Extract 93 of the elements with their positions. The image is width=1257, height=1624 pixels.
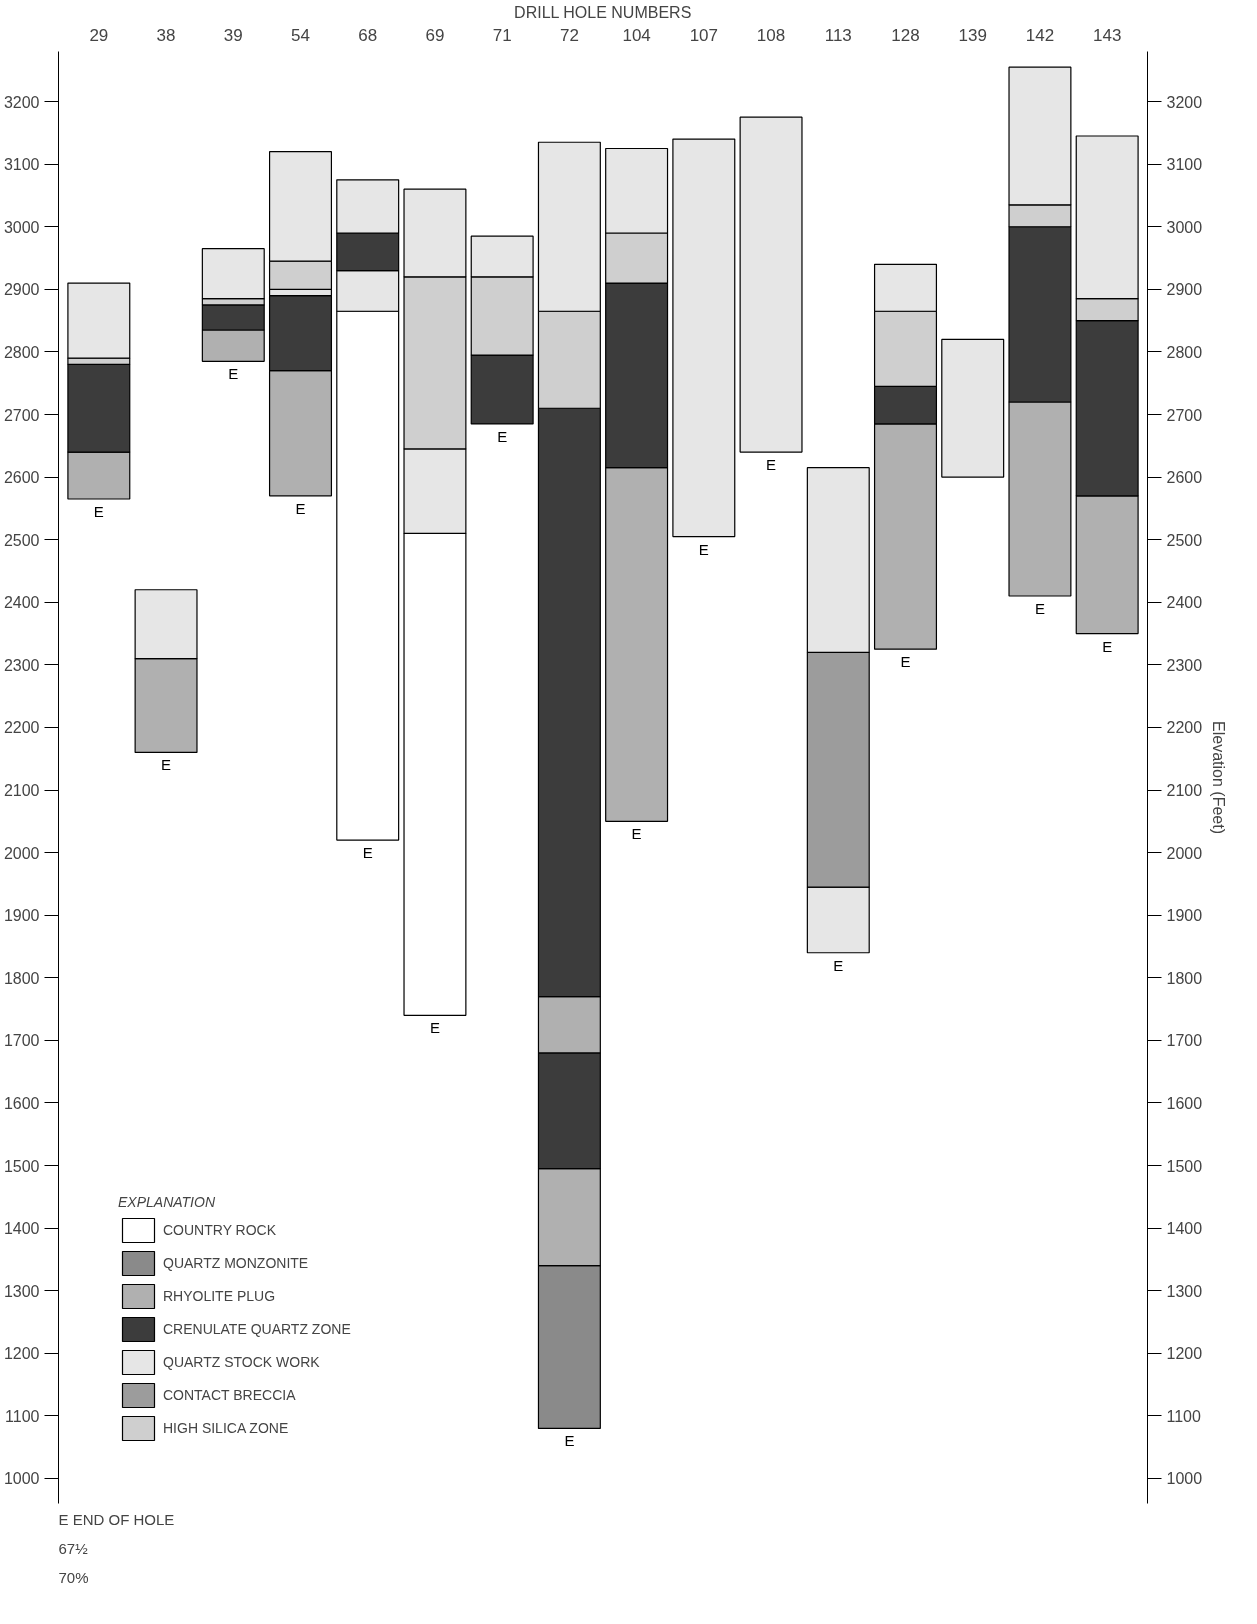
y2-tick-label: 1800 xyxy=(1166,969,1203,987)
annotation: E xyxy=(93,502,104,520)
x-tick-label: 107 xyxy=(689,25,719,45)
y-tick-label: 2500 xyxy=(3,531,40,549)
x-tick-label: 104 xyxy=(622,25,651,45)
x-tick-label: 38 xyxy=(156,25,176,45)
annotation: E xyxy=(766,456,777,474)
x-tick-label: 72 xyxy=(559,25,579,45)
y2-tick-label: 2000 xyxy=(1166,844,1203,862)
y-tick-label: 2400 xyxy=(3,594,40,612)
y2-tick-label: 2700 xyxy=(1166,406,1203,424)
x-tick-label: 108 xyxy=(756,25,786,45)
y-tick-label: 2800 xyxy=(3,343,40,361)
y2-tick-label: 1900 xyxy=(1166,907,1203,925)
y2-tick-label: 1300 xyxy=(1166,1282,1203,1300)
y2-tick-label: 2100 xyxy=(1166,782,1203,800)
x-tick-label: 29 xyxy=(89,25,109,45)
y-tick-label: 2700 xyxy=(3,406,40,424)
annotation: E xyxy=(429,1019,440,1037)
x-tick-label: 69 xyxy=(425,25,445,45)
y-tick-label: 3100 xyxy=(3,156,40,174)
y-tick-label: 2300 xyxy=(3,656,40,674)
bar xyxy=(739,116,803,453)
x-tick-label: 128 xyxy=(891,25,920,45)
y-tick-label: 1000 xyxy=(3,1470,40,1488)
annotation: E xyxy=(631,825,642,843)
annotation: E xyxy=(161,756,172,774)
x-tick-label: 139 xyxy=(958,25,987,45)
y2-tick-label: 1600 xyxy=(1166,1094,1203,1112)
legend-label: HIGH SILICA ZONE xyxy=(163,1420,289,1436)
y2-tick-label: 2900 xyxy=(1166,281,1203,299)
y2-tick-label: 3200 xyxy=(1166,93,1203,111)
y2-tick-label: 1500 xyxy=(1166,1157,1203,1175)
y-tick-label: 3000 xyxy=(3,218,40,236)
annotation: E xyxy=(1102,637,1113,655)
legend-label: COUNTRY ROCK xyxy=(163,1222,277,1238)
y-tick-label: 3200 xyxy=(3,93,40,111)
y2-tick-label: 1700 xyxy=(1166,1032,1203,1050)
y-tick-label: 1600 xyxy=(3,1094,40,1112)
y-tick-label: 2600 xyxy=(3,469,40,487)
x-tick-label: 143 xyxy=(1092,25,1122,45)
y2-tick-label: 1200 xyxy=(1166,1345,1203,1363)
text: E END OF HOLE xyxy=(58,1510,175,1528)
annotation: E xyxy=(900,653,911,671)
y-tick-label: 2200 xyxy=(3,719,40,737)
y-tick-label: 2900 xyxy=(3,281,40,299)
y-tick-label: 1500 xyxy=(3,1157,40,1175)
annotation: E xyxy=(1034,600,1045,617)
annotation: E xyxy=(497,427,508,445)
y2-tick-label: 1100 xyxy=(1166,1407,1202,1425)
y2-tick-label: 2300 xyxy=(1166,656,1203,674)
y2-tick-label: 3100 xyxy=(1166,156,1203,174)
x-tick-label: 113 xyxy=(824,25,852,45)
y-tick-label: 1400 xyxy=(3,1220,40,1238)
annotation: E xyxy=(228,365,239,383)
legend-label: CONTACT BRECCIA xyxy=(163,1387,296,1403)
y-tick-label: 1100 xyxy=(5,1407,40,1425)
y2-tick-label: 1000 xyxy=(1166,1470,1203,1488)
legend-label: QUARTZ STOCK WORK xyxy=(163,1354,320,1370)
x-tick-label: 54 xyxy=(291,25,310,45)
legend-label: QUARTZ MONZONITE xyxy=(163,1255,309,1271)
annotation: E xyxy=(698,540,709,558)
text: 70% xyxy=(58,1568,89,1586)
y2-axis-title: Elevation (Feet) xyxy=(1210,721,1228,834)
y-tick-label: 1700 xyxy=(3,1032,40,1050)
legend-label: CRENULATE QUARTZ ZONE xyxy=(163,1321,351,1337)
annotation: E xyxy=(833,956,844,974)
y2-tick-label: 2400 xyxy=(1166,594,1203,612)
y2-tick-label: 2800 xyxy=(1166,343,1203,361)
annotation: E xyxy=(564,1432,575,1450)
x-axis-title: DRILL HOLE NUMBERS xyxy=(514,3,692,21)
y2-tick-label: 2500 xyxy=(1166,531,1203,549)
y-tick-label: 1900 xyxy=(3,907,40,925)
y2-tick-label: 1400 xyxy=(1166,1220,1203,1238)
y-tick-label: 2100 xyxy=(3,782,40,800)
y-tick-label: 1800 xyxy=(3,969,40,987)
x-tick-label: 71 xyxy=(492,25,512,45)
annotation: E xyxy=(362,844,373,862)
bar xyxy=(941,338,1005,478)
y2-tick-label: 2200 xyxy=(1166,719,1203,737)
legend-label: RHYOLITE PLUG xyxy=(163,1288,276,1304)
legend-title: EXPLANATION xyxy=(118,1194,216,1210)
x-tick-label: 142 xyxy=(1025,25,1055,45)
bar xyxy=(672,138,736,538)
y2-tick-label: 3000 xyxy=(1166,218,1203,236)
x-tick-label: 39 xyxy=(223,25,243,45)
y-tick-label: 2000 xyxy=(3,844,40,862)
text: 67½ xyxy=(58,1539,89,1557)
y-tick-label: 1300 xyxy=(3,1282,40,1300)
y-tick-label: 1200 xyxy=(3,1345,40,1363)
x-tick-label: 68 xyxy=(358,25,378,45)
y2-tick-label: 2600 xyxy=(1166,469,1203,487)
annotation: E xyxy=(295,499,306,517)
